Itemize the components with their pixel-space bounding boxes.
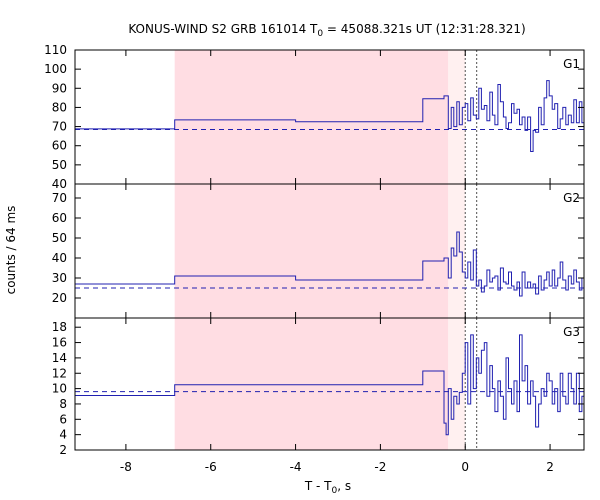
y-tick-label: 14 [52, 351, 67, 365]
y-tick-label: 10 [52, 382, 67, 396]
x-tick-label: -4 [290, 460, 302, 474]
lightcurve-g2 [75, 231, 584, 297]
y-tick-label: 60 [52, 211, 67, 225]
lightcurve-g3 [75, 334, 584, 436]
y-tick-label: 50 [52, 158, 67, 172]
y-tick-label: 40 [52, 177, 67, 191]
x-tick-label: -8 [120, 460, 132, 474]
panel-label: G1 [563, 57, 580, 71]
x-axis-label: T - T0, s [304, 479, 351, 496]
y-tick-label: 70 [52, 191, 67, 205]
y-tick-label: 110 [44, 43, 67, 57]
y-tick-label: 2 [59, 443, 67, 457]
y-axis-label: counts / 64 ms [4, 206, 18, 295]
lightcurve-g1 [75, 80, 584, 152]
y-tick-label: 4 [59, 428, 67, 442]
x-tick-label: 0 [461, 460, 469, 474]
x-tick-label: -6 [205, 460, 217, 474]
y-tick-label: 90 [52, 81, 67, 95]
panel-g1: 40 50 60 70 80 90 100 110 G1 [44, 43, 585, 191]
y-tick-label: 70 [52, 120, 67, 134]
y-tick-label: 16 [52, 336, 67, 350]
y-tick-label: 18 [52, 320, 67, 334]
y-tick-label: 80 [52, 100, 67, 114]
y-tick-label: 50 [52, 231, 67, 245]
y-tick-label: 40 [52, 251, 67, 265]
x-tick-labels: -8 -6 -4 -2 0 2 [120, 460, 554, 474]
interval-shade [174, 184, 449, 318]
panels-group: 40 50 60 70 80 90 100 110 G1 20 30 40 50 60 70 G2 24 6810… [44, 43, 585, 457]
panel-g2: 20 30 40 50 60 70 G2 [52, 183, 585, 319]
panel-frame [74, 317, 585, 451]
y-tick-label: 60 [52, 139, 67, 153]
y-tick-label: 100 [44, 62, 67, 76]
interval-shade [174, 318, 449, 450]
panel-label: G2 [563, 191, 580, 205]
y-tick-label: 8 [59, 397, 67, 411]
panel-label: G3 [563, 325, 580, 339]
x-tick-label: -2 [374, 460, 386, 474]
y-tick-label: 6 [59, 412, 67, 426]
y-tick-label: 30 [52, 271, 67, 285]
y-tick-label: 12 [52, 366, 67, 380]
interval-shade-light [448, 318, 466, 450]
interval-shade [174, 50, 449, 184]
x-tick-label: 2 [546, 460, 554, 474]
y-tick-label: 20 [52, 291, 67, 305]
chart-title: KONUS-WIND S2 GRB 161014 T0 = 45088.321s… [128, 22, 525, 39]
